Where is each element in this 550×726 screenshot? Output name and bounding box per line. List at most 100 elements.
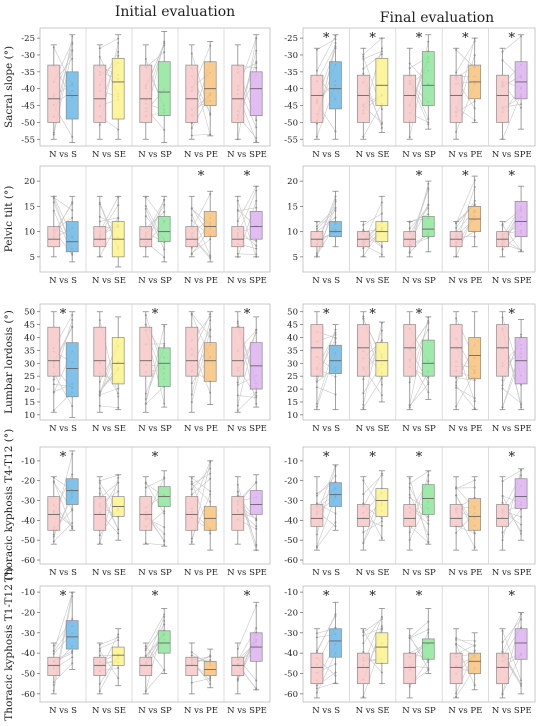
box-sp (157, 30, 171, 144)
box-spe (514, 185, 528, 253)
subject-pair-line (316, 653, 336, 693)
y-tick-label: -30 (21, 497, 35, 507)
y-tick-label: -10 (21, 457, 35, 467)
subject-pair-line (53, 663, 73, 683)
plot-frame (39, 303, 271, 421)
y-tick-label: -10 (284, 457, 298, 467)
group-n-vs-se: N vs SE (85, 447, 126, 578)
box-iqr (496, 504, 509, 527)
box-sp (421, 180, 435, 253)
box-iqr (157, 347, 171, 387)
subject-pair-line (99, 474, 119, 482)
box-iqr (139, 226, 153, 248)
subject-pair-line (502, 509, 522, 533)
subject-pair-line (99, 388, 119, 396)
y-tick-label: -50 (284, 670, 298, 680)
box-normal (139, 642, 153, 695)
y-tick-label: 50 (24, 308, 35, 318)
group-n-vs-sp: * N vs SP (131, 447, 172, 578)
y-tick-label: 15 (287, 398, 298, 408)
panel-thoracic-t4-initial: -10 -20 -30 -40 -50 -60 Thoracic kyphosis T4-T… (3, 429, 271, 582)
y-axis-label: Sacral slope (°) (3, 46, 15, 128)
category-label: N vs S (312, 706, 340, 716)
significance-star: * (416, 589, 423, 604)
box-iqr (356, 74, 370, 123)
subject-pair-line (409, 494, 429, 535)
y-tick-label: -40 (21, 85, 35, 95)
box-se (375, 195, 389, 258)
box-normal (356, 311, 370, 411)
box-se (375, 321, 389, 403)
box-iqr (203, 660, 217, 676)
box-iqr (329, 344, 342, 374)
group-n-vs-spe: * N vs SPE (488, 586, 532, 716)
box-normal (47, 642, 61, 695)
box-spe (514, 468, 528, 541)
box-iqr (93, 226, 107, 248)
box-iqr (47, 496, 61, 531)
category-label: N vs PE (184, 568, 218, 578)
box-normal (310, 47, 324, 140)
y-tick-label: -20 (21, 477, 35, 487)
box-se (111, 34, 125, 140)
group-n-vs-spe: * N vs SPE (488, 304, 532, 434)
category-label: N vs SPE (492, 424, 532, 434)
group-n-vs-s: * N vs S (47, 307, 79, 434)
box-iqr (157, 216, 171, 243)
box-iqr (139, 64, 153, 123)
y-tick-label: -25 (284, 34, 298, 44)
category-label: N vs S (49, 568, 77, 578)
box-iqr (421, 339, 435, 377)
group-n-vs-s: * N vs S (310, 31, 342, 160)
box-sp (157, 195, 171, 263)
box-iqr (93, 496, 107, 531)
y-tick-label: -40 (21, 649, 35, 659)
y-tick-label: -60 (21, 556, 35, 566)
plot-frame (39, 165, 271, 273)
box-iqr (47, 656, 61, 676)
subject-pair-line (363, 50, 382, 60)
subject-pair-line (363, 213, 383, 226)
subject-pair-line (237, 392, 257, 411)
subject-pair-line (363, 618, 383, 633)
group-n-vs-pe: N vs PE (177, 304, 218, 434)
category-label: N vs SPE (492, 276, 532, 286)
subject-pair-line (455, 644, 475, 655)
subject-pair-line (502, 495, 522, 534)
box-iqr (139, 496, 153, 531)
category-label: N vs SE (92, 276, 126, 286)
y-tick-label: -50 (284, 536, 298, 546)
y-tick-label: -10 (284, 588, 298, 598)
y-tick-label: 50 (287, 308, 298, 318)
box-spe (249, 34, 263, 144)
box-normal (496, 628, 509, 699)
box-s (329, 601, 342, 685)
significance-star: * (244, 169, 251, 184)
category-label: N vs S (312, 424, 340, 434)
y-tick-label: 10 (287, 411, 298, 421)
category-label: N vs SE (356, 706, 390, 716)
box-iqr (356, 652, 370, 685)
box-normal (356, 628, 370, 699)
box-iqr (65, 620, 79, 650)
box-sp (421, 316, 435, 400)
panel-pelvic-initial: 5 10 15 20 Pelvic tilt (°) N vs S N vs SE N vs … (3, 165, 271, 286)
box-normal (185, 311, 199, 413)
significance-star: * (323, 450, 330, 465)
box-s (65, 195, 79, 263)
group-n-vs-spe: * N vs SPE (488, 447, 532, 578)
box-normal (93, 476, 107, 545)
y-tick-label: -30 (21, 629, 35, 639)
significance-star: * (416, 169, 423, 184)
category-label: N vs SP (402, 150, 436, 160)
box-normal (403, 221, 417, 258)
box-iqr (65, 342, 79, 398)
subject-pair-line (191, 473, 211, 485)
box-spe (249, 601, 263, 691)
subject-pair-line (409, 478, 429, 542)
box-normal (139, 311, 153, 413)
subject-pair-line (191, 238, 211, 254)
box-normal (231, 44, 245, 140)
significance-star: * (152, 307, 159, 322)
y-tick-label: 40 (287, 334, 298, 344)
